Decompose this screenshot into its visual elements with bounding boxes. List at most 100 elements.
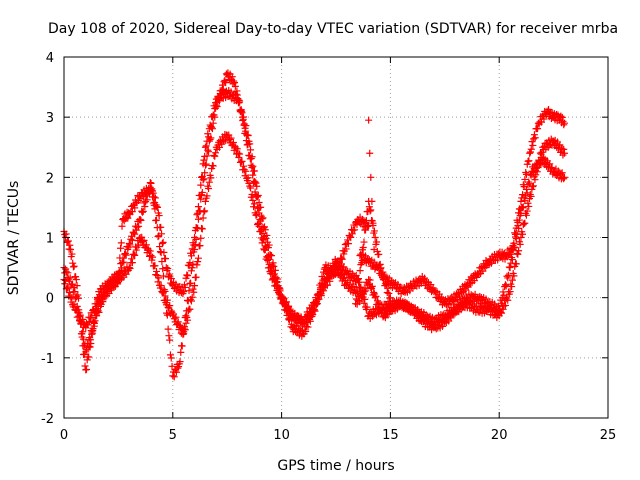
data-point: [338, 255, 346, 263]
data-point: [198, 225, 206, 233]
data-point: [368, 282, 376, 290]
data-point: [142, 241, 150, 249]
data-point: [247, 184, 255, 192]
data-point: [169, 372, 177, 380]
data-point: [201, 143, 209, 151]
data-point: [526, 149, 534, 157]
data-point: [354, 296, 362, 304]
data-point: [197, 181, 205, 189]
data-point: [375, 266, 383, 274]
data-point: [304, 323, 312, 331]
data-point: [534, 119, 542, 127]
data-point: [148, 256, 156, 264]
data-point: [228, 73, 236, 81]
data-point: [246, 140, 254, 148]
data-point: [166, 302, 174, 310]
data-point: [207, 174, 215, 182]
data-point: [257, 203, 265, 211]
y-tick-label: -2: [41, 412, 54, 427]
data-point: [236, 150, 244, 158]
data-point: [286, 306, 294, 314]
data-point: [252, 211, 260, 219]
data-point: [174, 318, 182, 326]
data-point: [359, 243, 367, 251]
data-point: [514, 218, 522, 226]
data-point: [89, 306, 97, 314]
data-point: [230, 77, 238, 85]
data-point: [199, 160, 207, 168]
data-point: [124, 214, 132, 222]
data-point: [82, 365, 90, 373]
data-point: [185, 287, 193, 295]
data-point: [264, 264, 272, 272]
data-point: [159, 289, 167, 297]
data-point: [172, 313, 180, 321]
data-point: [125, 240, 133, 248]
data-point: [167, 275, 175, 283]
data-point: [64, 284, 72, 292]
data-point: [260, 245, 268, 253]
data-point: [156, 248, 164, 256]
data-point: [540, 115, 548, 123]
data-point: [274, 288, 282, 296]
data-point: [316, 291, 324, 299]
data-point: [188, 245, 196, 253]
data-point: [560, 119, 568, 127]
data-point: [168, 362, 176, 370]
data-point: [506, 288, 514, 296]
data-point: [250, 167, 258, 175]
data-point: [187, 297, 195, 305]
x-tick-label: 15: [382, 428, 399, 443]
data-point: [250, 200, 258, 208]
data-point: [176, 358, 184, 366]
data-point: [240, 113, 248, 121]
data-point: [116, 276, 124, 284]
data-point: [370, 227, 378, 235]
data-point: [519, 230, 527, 238]
data-point: [227, 134, 235, 142]
data-point: [251, 178, 259, 186]
data-point: [254, 191, 262, 199]
data-point: [148, 185, 156, 193]
data-point: [169, 312, 177, 320]
data-point: [201, 169, 209, 177]
data-point: [70, 262, 78, 270]
data-point: [558, 169, 566, 177]
data-point: [508, 246, 516, 254]
data-point: [560, 145, 568, 153]
data-point: [360, 299, 368, 307]
data-point: [512, 260, 520, 268]
data-point: [178, 342, 186, 350]
data-point: [125, 264, 133, 272]
data-point: [233, 91, 241, 99]
data-point: [204, 130, 212, 138]
data-point: [167, 354, 175, 362]
data-point: [122, 251, 130, 259]
data-point: [247, 146, 255, 154]
data-point: [524, 199, 532, 207]
data-point: [376, 300, 384, 308]
data-point: [81, 362, 89, 370]
data-point: [317, 290, 325, 298]
data-point: [180, 288, 188, 296]
data-point: [517, 197, 525, 205]
data-point: [522, 170, 530, 178]
data-point: [347, 233, 355, 241]
data-point: [512, 234, 520, 242]
data-point: [72, 276, 80, 284]
data-point: [194, 258, 202, 266]
data-point: [99, 296, 107, 304]
data-point: [84, 321, 92, 329]
data-point: [525, 157, 533, 165]
data-point: [499, 305, 507, 313]
data-point: [311, 307, 319, 315]
data-point: [508, 283, 516, 291]
x-axis-title: GPS time / hours: [277, 458, 394, 474]
data-point: [231, 79, 239, 87]
data-point: [236, 98, 244, 106]
data-point: [66, 241, 74, 249]
data-point: [531, 134, 539, 142]
data-point: [264, 256, 272, 264]
data-point: [340, 263, 348, 271]
data-point: [379, 268, 387, 276]
